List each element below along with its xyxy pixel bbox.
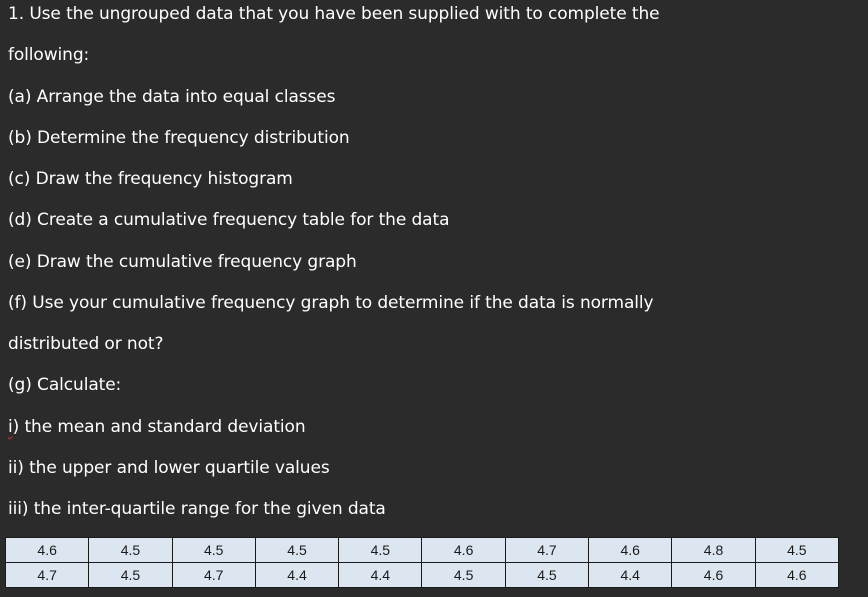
part-d: (d) Create a cumulative frequency table … xyxy=(8,210,450,230)
table-row: 4.6 4.5 4.5 4.5 4.5 4.6 4.7 4.6 4.8 4.5 xyxy=(4,537,840,563)
part-g-iii: iii) the inter-quartile range for the gi… xyxy=(8,499,386,519)
part-f-line-2: distributed or not? xyxy=(8,334,164,354)
table-cell: 4.6 xyxy=(754,562,840,588)
table-cell: 4.6 xyxy=(4,537,90,563)
table-cell: 4.5 xyxy=(754,537,840,563)
spellcheck-marker: i xyxy=(8,417,13,437)
table-cell: 4.5 xyxy=(88,562,173,588)
table-cell: 4.5 xyxy=(254,537,340,563)
question-intro-line-1: 1. Use the ungrouped data that you have … xyxy=(8,4,660,24)
part-g: (g) Calculate: xyxy=(8,375,122,395)
table-cell: 4.7 xyxy=(504,537,590,563)
part-a: (a) Arrange the data into equal classes xyxy=(8,87,336,107)
table-cell: 4.8 xyxy=(671,537,756,563)
table-cell: 4.7 xyxy=(4,562,90,588)
table-cell: 4.5 xyxy=(504,562,590,588)
table-cell: 4.6 xyxy=(588,537,673,563)
table-cell: 4.4 xyxy=(338,562,423,588)
table-cell: 4.5 xyxy=(421,562,506,588)
table-row: 4.7 4.5 4.7 4.4 4.4 4.5 4.5 4.4 4.6 4.6 xyxy=(4,562,840,588)
part-b: (b) Determine the frequency distribution xyxy=(8,128,350,148)
table-cell: 4.4 xyxy=(588,562,673,588)
part-g-ii: ii) the upper and lower quartile values xyxy=(8,458,330,478)
table-cell: 4.5 xyxy=(171,537,256,563)
data-table: 4.6 4.5 4.5 4.5 4.5 4.6 4.7 4.6 4.8 4.5 … xyxy=(4,537,840,588)
table-cell: 4.7 xyxy=(171,562,256,588)
table-cell: 4.5 xyxy=(338,537,423,563)
table-cell: 4.5 xyxy=(88,537,173,563)
part-e: (e) Draw the cumulative frequency graph xyxy=(8,252,357,272)
part-c: (c) Draw the frequency histogram xyxy=(8,169,293,189)
part-g-i-text: ) the mean and standard deviation xyxy=(12,417,306,437)
part-f-line-1: (f) Use your cumulative frequency graph … xyxy=(8,293,654,313)
table-cell: 4.4 xyxy=(254,562,340,588)
question-intro-line-2: following: xyxy=(8,45,90,65)
table-cell: 4.6 xyxy=(421,537,506,563)
part-g-i: i) the mean and standard deviation xyxy=(8,416,306,438)
table-cell: 4.6 xyxy=(671,562,756,588)
